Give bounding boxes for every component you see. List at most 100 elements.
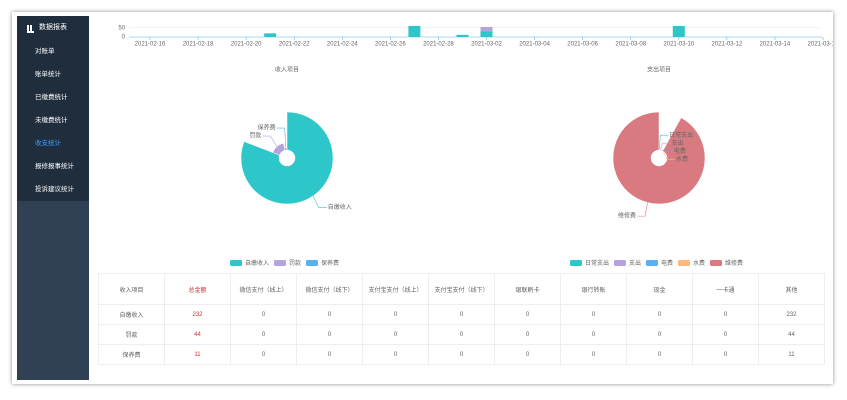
y-tick-label: 50 [118, 25, 125, 31]
slice-label: 水费 [676, 155, 688, 163]
table-cell: 44 [164, 324, 231, 345]
x-tick-label: 2021-02-20 [231, 42, 262, 48]
x-tick-label: 2021-02-24 [327, 42, 358, 48]
table-cell: 0 [428, 304, 495, 325]
legend-swatch [230, 260, 242, 266]
table-cell: 0 [428, 324, 495, 345]
bars [264, 26, 685, 37]
label-line [276, 127, 287, 149]
legend-swatch [274, 260, 286, 266]
slice-label: 电费 [674, 147, 686, 155]
header-cell: 银联刷卡 [494, 273, 561, 305]
menu-item[interactable]: 报修报事统计 [17, 155, 89, 178]
bar [480, 26, 493, 32]
table-cell: 0 [296, 324, 363, 345]
menu-item[interactable]: 已缴费统计 [17, 86, 89, 109]
table-cell: 0 [692, 304, 759, 325]
summary-table: 收入项目 总金额 微信支付（线上） 微信支付（线下） 支付宝支付（线上） 支付宝支付（线下… [98, 273, 825, 365]
menu-item[interactable]: 账单统计 [17, 63, 89, 86]
legend-label: 罚款 [289, 259, 301, 267]
x-tick-label: 2021-02-16 [135, 42, 166, 48]
table-cell: 0 [494, 344, 561, 365]
table-cell: 0 [692, 324, 759, 345]
table-row: 自缴收入 232 0 0 0 0 0 0 0 0 232 [98, 304, 825, 325]
legend-swatch [646, 260, 658, 266]
table-row: 罚款 44 0 0 0 0 0 0 0 0 44 [98, 324, 825, 345]
legend-swatch [678, 260, 690, 266]
bar [264, 33, 277, 37]
charts: 0 50 2021-02-16 2021-02-18 2021-02-20 2021-02… [118, 25, 833, 267]
table-cell: 0 [230, 344, 297, 365]
label-line [312, 195, 327, 208]
table-cell: 0 [296, 304, 363, 325]
table-cell: 0 [362, 324, 429, 345]
table-cell: 0 [692, 344, 759, 365]
sidebar: 数据报表 对账单 账单统计 已缴费统计 未缴费统计 收支统计 报修报事统计 投诉建议统计 [17, 16, 89, 380]
table-cell: 0 [230, 304, 297, 325]
chart-title: 收入项目 [275, 66, 299, 74]
y-tick-label: 0 [122, 35, 126, 41]
header-row: 收入项目 总金额 微信支付（线上） 微信支付（线下） 支付宝支付（线上） 支付宝支付（线下… [98, 273, 825, 305]
x-tick-label: 2021-03-08 [615, 42, 646, 48]
table-cell: 0 [560, 344, 627, 365]
header-cell: 支付宝支付（线下） [428, 273, 495, 305]
bar [672, 26, 685, 37]
table-cell: 0 [296, 344, 363, 365]
table-cell: 0 [494, 324, 561, 345]
x-tick-label: 2021-02-22 [279, 42, 310, 48]
label-line [659, 134, 669, 150]
header-cell: 支付宝支付（线上） [362, 273, 429, 305]
header-cell: 银行转账 [560, 273, 627, 305]
slice-label: 日常支出 [669, 131, 693, 139]
x-tick-label: 2021-03-10 [663, 42, 694, 48]
table-cell: 0 [560, 304, 627, 325]
table-cell: 11 [164, 344, 231, 365]
legend-label: 日常支出 [585, 259, 609, 267]
window: 数据报表 对账单 账单统计 已缴费统计 未缴费统计 收支统计 报修报事统计 投诉建议统计 0… [12, 12, 833, 384]
table-cell: 232 [758, 304, 825, 325]
x-tick-label: 2021-02-28 [423, 42, 454, 48]
x-tick-label: 2021-03-04 [519, 42, 550, 48]
legend-label: 电费 [661, 259, 673, 267]
slice-label: 罚款 [249, 132, 261, 140]
table-cell: 保养费 [98, 344, 165, 365]
x-tick-label: 2021-03-16 [808, 42, 833, 48]
menu-item[interactable]: 未缴费统计 [17, 109, 89, 132]
legend-label: 支出 [629, 259, 641, 267]
chart-title: 支出项目 [647, 66, 671, 74]
legend-swatch [710, 260, 722, 266]
table-cell: 0 [626, 324, 693, 345]
table-row: 保养费 11 0 0 0 0 0 0 0 0 11 [98, 344, 825, 365]
bar-chart: 0 50 2021-02-16 2021-02-18 2021-02-20 2021-02… [118, 25, 833, 47]
legend-swatch [306, 260, 318, 266]
header-cell: 收入项目 [98, 273, 165, 305]
menu-item[interactable]: 投诉建议统计 [17, 178, 89, 201]
bar [456, 34, 469, 37]
x-tick-label: 2021-03-14 [760, 42, 791, 48]
menu-item[interactable]: 收支统计 [17, 132, 89, 155]
table-cell: 11 [758, 344, 825, 365]
header-cell: 一卡通 [692, 273, 759, 305]
label-line [637, 202, 648, 217]
table-cell: 自缴收入 [98, 304, 165, 325]
x-tick-label: 2021-03-02 [471, 42, 502, 48]
pie-slice [240, 111, 334, 205]
menu-item[interactable]: 对账单 [17, 40, 89, 63]
header-cell: 总金额 [164, 273, 231, 305]
legend-swatch [570, 260, 582, 266]
table-cell: 0 [560, 324, 627, 345]
sidebar-title[interactable]: 数据报表 [17, 16, 89, 40]
legend-label: 自缴收入 [245, 259, 269, 267]
slice-label: 保养费 [258, 124, 276, 132]
legend-swatch [614, 260, 626, 266]
table-cell: 0 [626, 304, 693, 325]
table-cell: 0 [362, 344, 429, 365]
table-cell: 0 [494, 304, 561, 325]
header-cell: 现金 [626, 273, 693, 305]
menu: 对账单 账单统计 已缴费统计 未缴费统计 收支统计 报修报事统计 投诉建议统计 [17, 40, 89, 201]
x-tick-label: 2021-02-26 [375, 42, 406, 48]
legend-label: 水费 [693, 259, 705, 267]
header-cell: 微信支付（线上） [230, 273, 297, 305]
